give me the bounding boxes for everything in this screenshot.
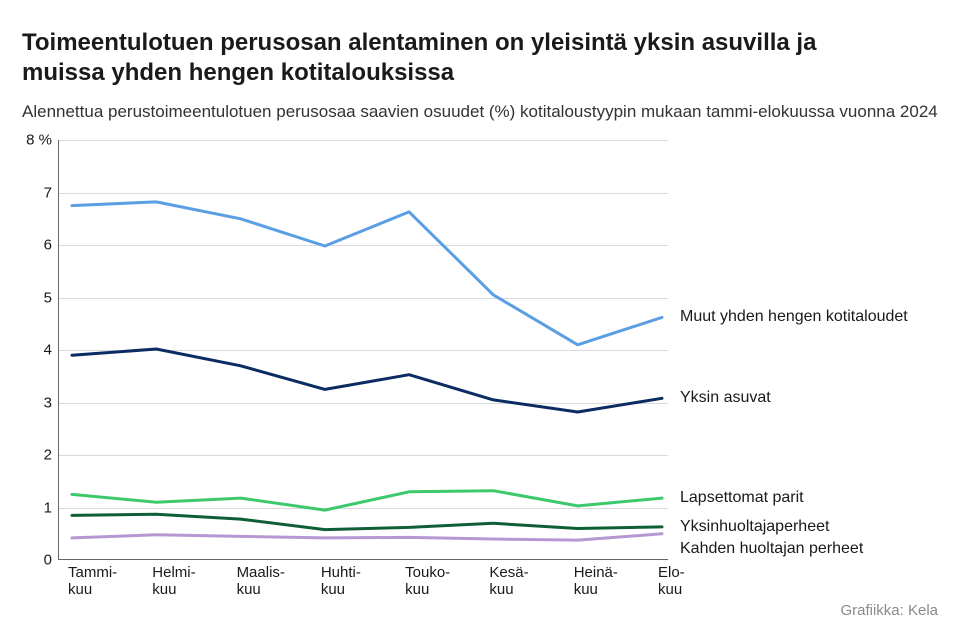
y-tick-label: 8 % — [22, 132, 52, 149]
chart-title: Toimeentulotuen perusosan alentaminen on… — [22, 28, 842, 88]
series-label-lapsettomat_parit: Lapsettomat parit — [680, 489, 804, 507]
y-tick-label: 3 — [22, 394, 52, 411]
series-label-yksinhuoltaja: Yksinhuoltajaperheet — [680, 518, 829, 536]
series-line-lapsettomat_parit — [72, 491, 662, 510]
x-tick-label: Touko- kuu — [405, 564, 450, 599]
x-tick-label: Huhti- kuu — [321, 564, 361, 599]
y-tick-label: 4 — [22, 342, 52, 359]
y-tick-label: 1 — [22, 499, 52, 516]
y-tick-label: 2 — [22, 447, 52, 464]
x-tick-label: Elo- kuu — [658, 564, 685, 599]
y-tick-label: 5 — [22, 289, 52, 306]
chart-lines-svg — [58, 140, 668, 560]
x-tick-label: Heinä- kuu — [574, 564, 618, 599]
series-line-muut_yhden — [72, 202, 662, 345]
chart-subtitle: Alennettua perustoimeentulotuen perusosa… — [22, 102, 938, 122]
y-tick-label: 7 — [22, 184, 52, 201]
x-tick-label: Maalis- kuu — [237, 564, 285, 599]
x-tick-label: Kesä- kuu — [489, 564, 528, 599]
series-label-kahden_huoltajan: Kahden huoltajan perheet — [680, 540, 863, 558]
series-line-kahden_huoltajan — [72, 534, 662, 540]
x-tick-label: Helmi- kuu — [152, 564, 195, 599]
series-label-yksin_asuvat: Yksin asuvat — [680, 389, 771, 407]
series-line-yksinhuoltaja — [72, 514, 662, 529]
y-tick-label: 6 — [22, 237, 52, 254]
chart-area: 012345678 %Tammi- kuuHelmi- kuuMaalis- k… — [22, 140, 938, 610]
x-tick-label: Tammi- kuu — [68, 564, 117, 599]
y-tick-label: 0 — [22, 552, 52, 569]
chart-container: Toimeentulotuen perusosan alentaminen on… — [0, 0, 960, 637]
chart-credit: Grafiikka: Kela — [840, 602, 938, 619]
series-line-yksin_asuvat — [72, 349, 662, 412]
series-label-muut_yhden: Muut yhden hengen kotitaloudet — [680, 308, 908, 326]
